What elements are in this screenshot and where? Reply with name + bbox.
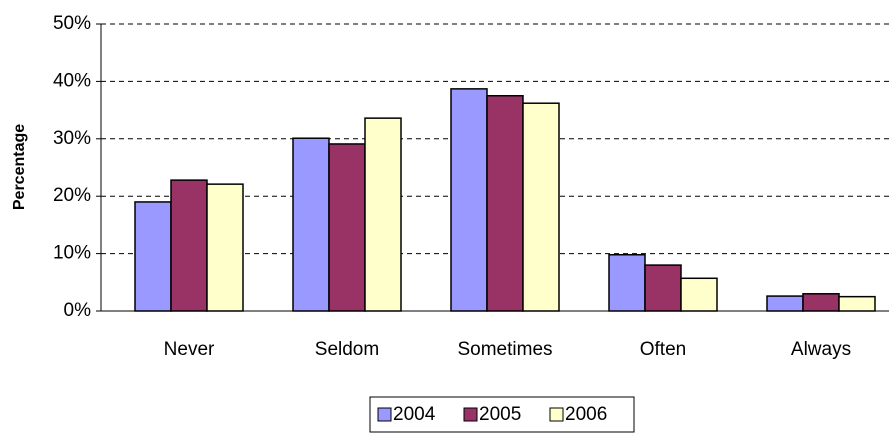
- bar: [450, 88, 488, 312]
- bar: [206, 183, 244, 312]
- legend-swatch: [463, 407, 478, 422]
- y-tick-label: 10%: [53, 243, 91, 264]
- bar: [170, 179, 208, 312]
- bar: [644, 264, 682, 312]
- bar: [522, 102, 560, 312]
- bar: [608, 253, 646, 312]
- legend-label: 2006: [565, 404, 607, 425]
- x-tick-label: Sometimes: [457, 339, 552, 360]
- bar: [364, 117, 402, 312]
- x-tick-label: Often: [640, 339, 686, 360]
- x-tick-label: Always: [791, 339, 851, 360]
- legend-label: 2005: [479, 404, 521, 425]
- y-tick-label: 20%: [53, 185, 91, 206]
- legend-swatch: [377, 407, 392, 422]
- legend-box: [369, 396, 635, 433]
- bar: [328, 143, 366, 312]
- bar: [486, 95, 524, 312]
- y-tick-label: 50%: [53, 13, 91, 34]
- legend-label: 2004: [393, 404, 436, 425]
- y-tick-label: 40%: [53, 70, 91, 91]
- bar: [292, 137, 330, 312]
- x-tick-label: Seldom: [315, 339, 379, 360]
- x-tick-label: Never: [164, 339, 215, 360]
- y-axis-label: Percentage: [11, 124, 28, 210]
- y-tick-label: 30%: [53, 128, 91, 149]
- bar: [680, 277, 718, 312]
- bar: [134, 201, 172, 312]
- bar: [838, 295, 876, 312]
- bar: [802, 293, 840, 312]
- y-tick-label: 0%: [64, 300, 92, 321]
- legend-swatch: [549, 407, 564, 422]
- bar: [766, 295, 804, 312]
